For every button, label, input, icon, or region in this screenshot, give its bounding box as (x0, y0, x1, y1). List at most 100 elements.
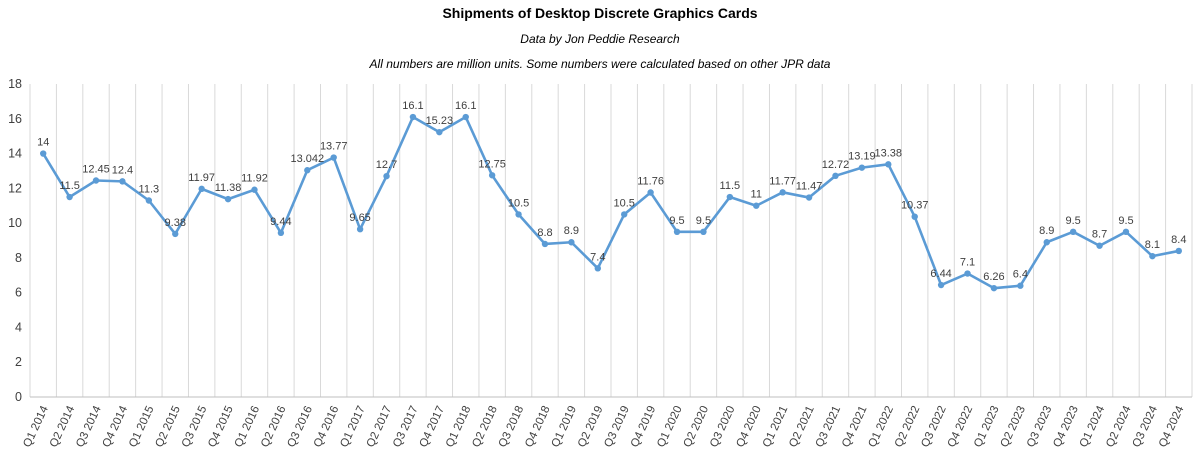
data-point (436, 128, 443, 136)
data-label: 11.5 (720, 180, 741, 192)
data-point (753, 202, 760, 209)
x-tick-label: Q4 2018 (523, 404, 553, 449)
data-label: 11.77 (769, 175, 796, 187)
data-point (594, 265, 601, 272)
data-label: 9.65 (349, 212, 370, 224)
x-tick-label: Q2 2022 (893, 404, 923, 449)
data-label: 9.5 (1118, 215, 1133, 227)
x-tick-label: Q4 2021 (840, 404, 870, 449)
data-point (251, 186, 258, 193)
y-tick-label: 4 (15, 320, 22, 334)
data-label: 13.77 (320, 141, 348, 153)
x-tick-label: Q1 2020 (655, 404, 685, 449)
data-label: 8.9 (1039, 225, 1054, 237)
data-label: 7.1 (960, 257, 975, 269)
data-point (726, 193, 734, 201)
y-tick-label: 14 (8, 147, 22, 161)
y-tick-label: 2 (15, 355, 22, 369)
x-tick-label: Q2 2018 (470, 404, 500, 449)
data-label: 12.72 (822, 159, 850, 171)
data-label: 11.92 (241, 173, 268, 185)
x-tick-label: Q1 2023 (972, 404, 1002, 449)
data-point (1149, 252, 1156, 260)
data-label: 8.4 (1171, 234, 1186, 246)
x-tick-label: Q2 2019 (576, 404, 606, 449)
x-tick-label: Q2 2016 (259, 404, 289, 449)
y-tick-label: 6 (15, 286, 22, 300)
data-point (462, 113, 469, 121)
chart-note: All numbers are million units. Some numb… (369, 57, 831, 71)
data-point (805, 194, 813, 201)
x-tick-label: Q1 2024 (1078, 404, 1108, 450)
x-tick-label: Q1 2014 (21, 404, 51, 450)
data-label: 8.8 (537, 227, 552, 239)
data-point (990, 284, 998, 292)
data-point (964, 270, 971, 277)
data-point (1096, 242, 1103, 249)
data-label: 13.38 (875, 147, 903, 159)
data-label: 12.75 (478, 158, 506, 170)
x-tick-label: Q3 2024 (1131, 404, 1161, 450)
data-label: 15.23 (426, 115, 454, 127)
y-tick-label: 8 (15, 251, 22, 265)
y-tick-label: 16 (8, 112, 22, 126)
x-tick-label: Q2 2014 (48, 404, 78, 450)
data-label: 13.042 (290, 153, 324, 165)
data-point (145, 197, 153, 204)
y-tick-label: 18 (8, 77, 22, 91)
data-label: 8.1 (1145, 239, 1160, 251)
data-label: 9.44 (270, 216, 291, 228)
data-label: 11.38 (215, 182, 242, 194)
x-tick-label: Q3 2019 (602, 404, 632, 449)
data-label: 11.47 (796, 181, 823, 193)
chart-title: Shipments of Desktop Discrete Graphics C… (442, 5, 758, 21)
data-point (66, 193, 73, 201)
data-label: 9.5 (669, 215, 684, 227)
x-tick-label: Q3 2018 (497, 404, 527, 449)
data-point (568, 239, 575, 246)
x-tick-label: Q4 2023 (1051, 404, 1081, 449)
data-label: 8.9 (564, 225, 579, 237)
data-point (700, 228, 707, 236)
y-tick-label: 10 (8, 216, 22, 230)
x-tick-label: Q3 2023 (1025, 404, 1055, 449)
x-tick-label: Q2 2024 (1104, 404, 1134, 450)
data-point (911, 213, 918, 220)
data-point (304, 167, 311, 174)
x-tick-label: Q3 2014 (74, 404, 104, 450)
data-label: 16.1 (402, 100, 423, 112)
data-label: 9.5 (1066, 215, 1081, 227)
data-point (832, 172, 839, 180)
data-point (647, 189, 654, 196)
x-tick-label: Q3 2016 (285, 404, 315, 449)
x-tick-label: Q4 2014 (101, 404, 131, 450)
data-point (885, 161, 892, 168)
x-tick-label: Q1 2017 (338, 404, 368, 449)
x-tick-label: Q2 2015 (153, 404, 183, 449)
data-label: 11.76 (637, 176, 664, 188)
data-label: 6.26 (983, 271, 1004, 283)
x-tick-label: Q4 2015 (206, 404, 236, 449)
data-label: 12.7 (376, 159, 397, 171)
x-tick-label: Q2 2020 (682, 404, 712, 449)
y-tick-label: 12 (8, 181, 22, 195)
data-point (858, 164, 866, 171)
data-label: 12.45 (82, 164, 110, 176)
data-point (1017, 282, 1024, 289)
x-tick-label: Q2 2021 (787, 404, 817, 449)
data-label: 6.44 (930, 268, 951, 280)
x-tick-label: Q3 2015 (180, 404, 210, 449)
data-point (198, 185, 205, 193)
data-point (119, 178, 126, 185)
data-label: 11 (751, 189, 762, 201)
x-tick-label: Q3 2021 (814, 404, 844, 449)
x-tick-label: Q1 2016 (233, 404, 263, 449)
data-label: 10.37 (901, 200, 929, 212)
data-point (40, 150, 47, 157)
x-tick-label: Q1 2019 (550, 404, 580, 449)
x-tick-label: Q1 2018 (444, 404, 474, 449)
x-tick-label: Q2 2023 (999, 404, 1029, 449)
x-tick-label: Q4 2017 (418, 404, 448, 449)
